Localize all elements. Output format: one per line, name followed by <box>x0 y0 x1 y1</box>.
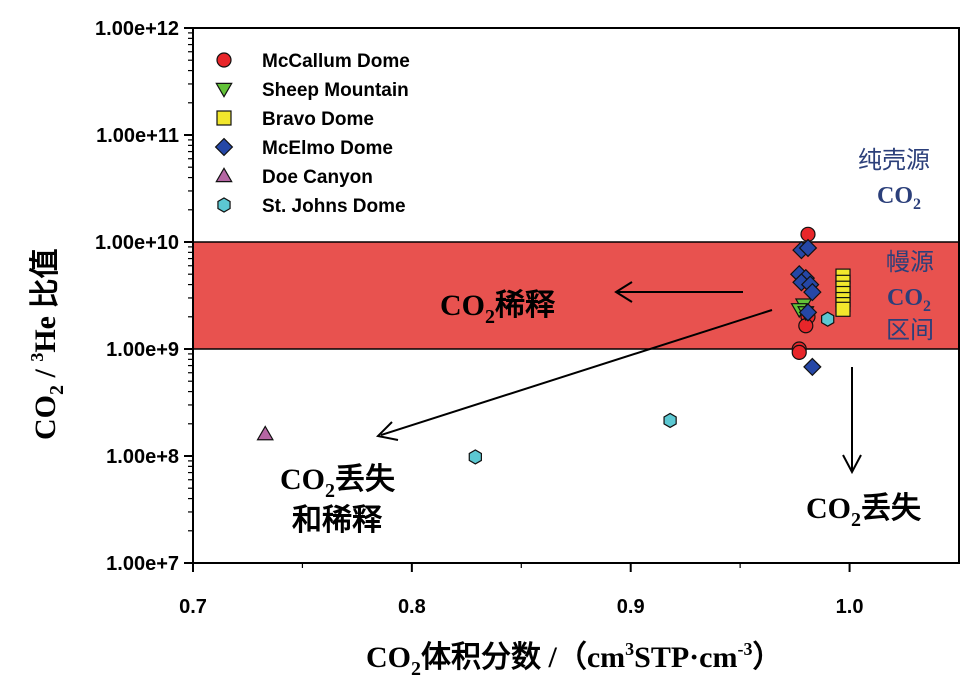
point-bravo-dome <box>835 301 851 317</box>
plot-frame <box>192 27 960 564</box>
legend-label: St. Johns Dome <box>262 196 406 217</box>
plot-border <box>192 27 960 564</box>
x-axis-label: CO2体积分数 /（cm3STP·cm-3） <box>366 639 782 680</box>
axis-ticks: 1.00e+7 1.00e+8 1.00e+9 1.00e+10 1.00e+11 1.0… <box>95 18 863 618</box>
x-tick-label: 0.9 <box>617 596 645 618</box>
point-st-johns-dome <box>663 412 677 429</box>
mantle-co2-band <box>193 242 959 349</box>
annotation-loss-dilution-line1: CO2丢失 <box>280 463 396 502</box>
annotation-loss: CO2丢失 <box>806 492 922 531</box>
legend-marker-bravo-dome <box>216 110 232 126</box>
legend-label: Sheep Mountain <box>262 80 409 101</box>
legend: McCallum Dome Sheep Mountain Bravo Dome McE… <box>214 51 410 217</box>
y-tick-label: 1.00e+8 <box>106 446 179 468</box>
region-mantle-line3: 区间 <box>886 317 934 344</box>
arrow-loss-head <box>842 454 862 475</box>
x-tick-label: 1.0 <box>836 596 864 618</box>
region-mantle-line2: CO2 <box>887 285 931 315</box>
y-tick-label: 1.00e+11 <box>96 125 179 147</box>
region-crust-line2: CO2 <box>877 183 921 213</box>
annotation-loss-dilution-line2: 和稀释 <box>292 504 383 537</box>
annotation-dilution: CO2稀释 <box>440 289 556 328</box>
x-tick-label: 0.7 <box>179 596 207 618</box>
y-tick-label: 1.00e+10 <box>95 232 179 254</box>
legend-marker-mccallum-dome <box>216 52 232 68</box>
region-crust-line1: 纯壳源 <box>858 147 930 174</box>
data-points <box>256 226 851 465</box>
point-mcelmo-dome <box>803 357 822 377</box>
legend-marker-mcelmo-dome <box>214 137 234 157</box>
y-tick-label: 1.00e+12 <box>95 18 179 40</box>
y-tick-label: 1.00e+7 <box>106 553 179 575</box>
legend-label: McCallum Dome <box>262 51 410 72</box>
y-axis-label: CO2 / 3He 比值 <box>27 249 68 441</box>
arrow-loss-dilution <box>380 309 773 436</box>
point-st-johns-dome <box>468 449 482 465</box>
legend-label: Bravo Dome <box>262 109 374 130</box>
arrow-dilution-head <box>614 281 633 303</box>
point-mcelmo-dome <box>798 303 818 322</box>
arrow-loss-dilution-head <box>375 421 399 441</box>
legend-label: McElmo Dome <box>262 138 393 159</box>
point-doe-canyon <box>256 425 274 441</box>
point-mccallum-dome <box>791 344 807 360</box>
legend-marker-st-johns-dome <box>217 197 231 213</box>
point-st-johns-dome <box>821 311 835 327</box>
arrows <box>375 281 862 475</box>
x-tick-label: 0.8 <box>398 596 426 618</box>
legend-label: Doe Canyon <box>262 167 373 188</box>
y-tick-label: 1.00e+9 <box>106 339 179 361</box>
point-mcelmo-dome <box>803 282 822 302</box>
region-mantle-line1: 幔源 <box>886 249 934 276</box>
point-mcelmo-dome <box>798 238 818 258</box>
legend-marker-sheep-mountain <box>215 82 233 98</box>
legend-marker-doe-canyon <box>215 167 233 183</box>
